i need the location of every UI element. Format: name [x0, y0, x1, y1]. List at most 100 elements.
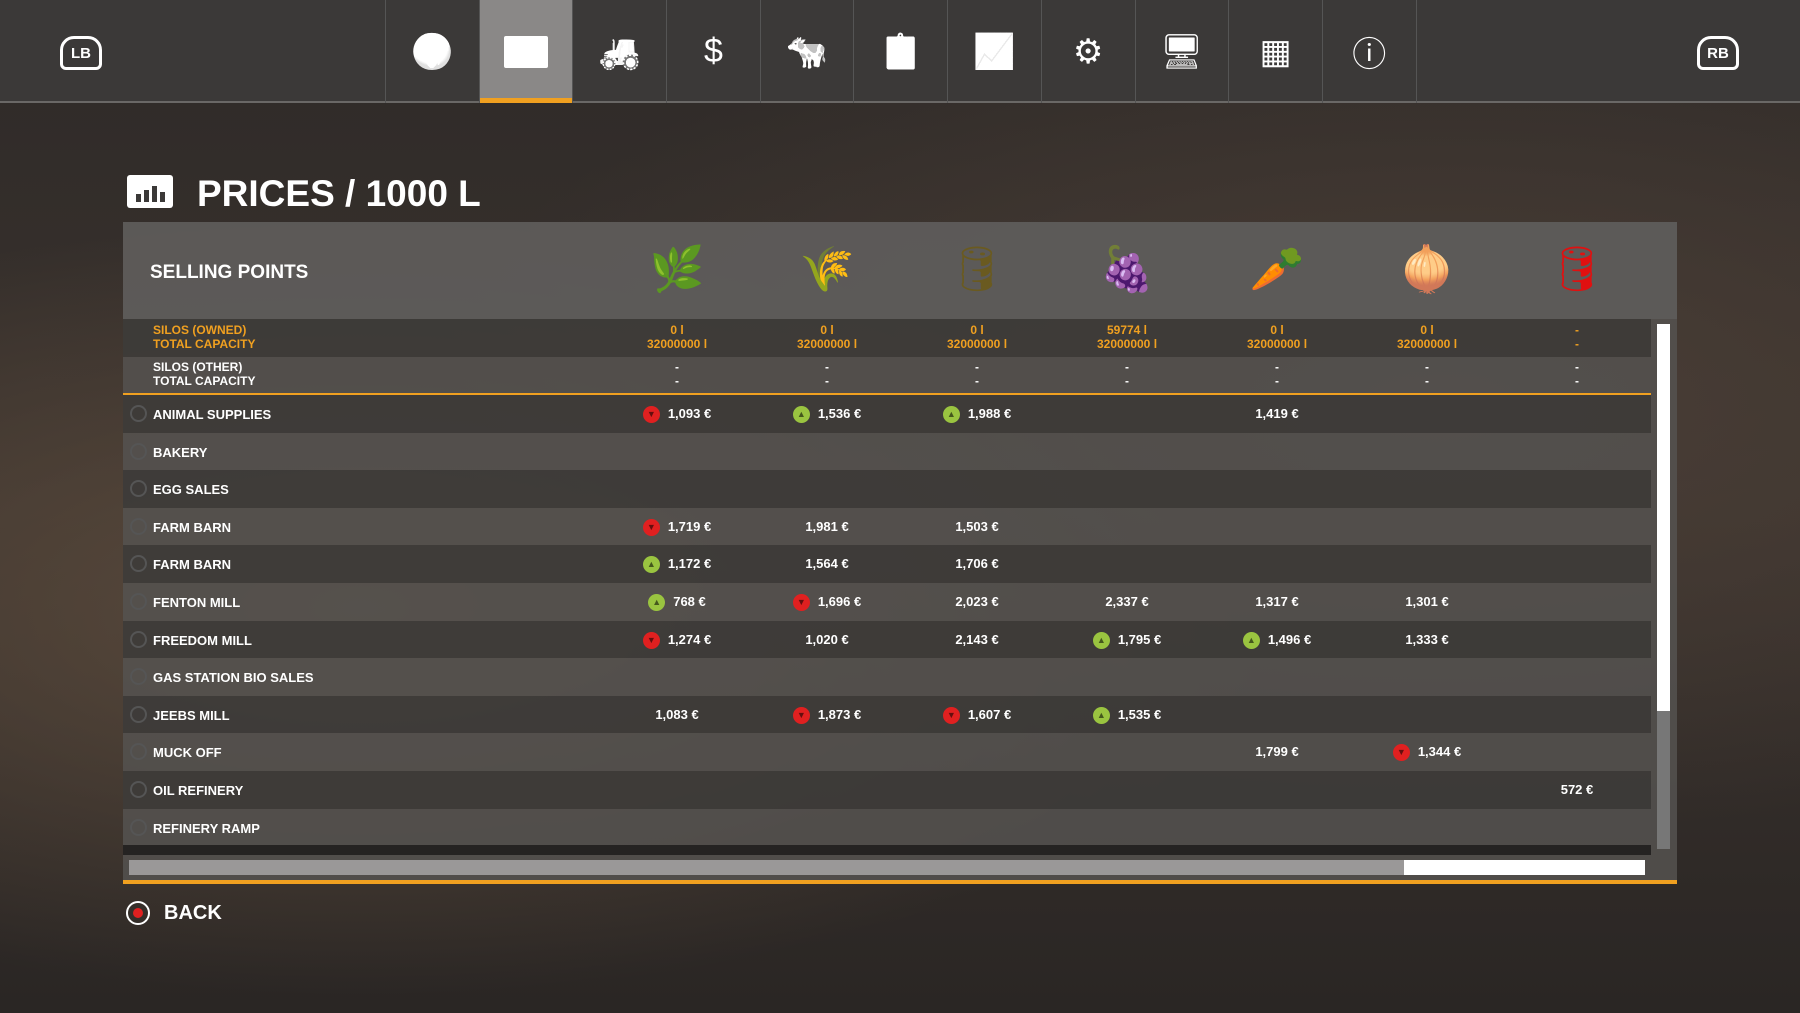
- total-capacity: -: [975, 374, 979, 388]
- price-value: 2,337 €: [1105, 594, 1149, 609]
- price-cell: 1,981 €: [757, 519, 897, 534]
- selling-point-name: FARM BARN: [153, 519, 231, 535]
- selling-point-row[interactable]: MUCK OFF 1,799 € ▼ 1,344 €: [123, 733, 1651, 771]
- selling-point-name: OIL REFINERY: [153, 783, 244, 798]
- fill-level: 0 l: [820, 323, 834, 337]
- price-value: 1,607 €: [967, 706, 1012, 722]
- price-value: 1,083 €: [655, 706, 699, 722]
- tractor-icon: 🚜: [598, 32, 641, 71]
- selling-point-row[interactable]: OIL REFINERY 572 €: [123, 771, 1651, 809]
- top-menu-bar: LB 🌍 🚜 $ 🐄 📋 📈 ⚙ 🖥 ▦ ⓘ RB: [0, 0, 1800, 103]
- selling-point-row[interactable]: FARM BARN ▼ 1,719 € 1,981 € 1,503 €: [123, 508, 1651, 546]
- selling-point-name: EGG SALES: [153, 482, 229, 498]
- price-cell: 2,023 €: [907, 594, 1047, 609]
- fill-level: -: [1575, 323, 1579, 337]
- selling-point-row[interactable]: GAS STATION BIO SALES: [123, 658, 1651, 696]
- price-value: 1,988 €: [967, 406, 1012, 421]
- fill-level: 0 l: [1270, 323, 1284, 337]
- total-capacity: 32000000 l: [1246, 337, 1308, 351]
- vertical-scroll-thumb[interactable]: [1657, 324, 1670, 711]
- silo-cell: --: [1207, 360, 1347, 388]
- silos-other-row: SILOS (OTHER) TOTAL CAPACITY - - - - - - - - - - - - -…: [123, 356, 1651, 394]
- selling-point-row[interactable]: REFINERY RAMP: [123, 809, 1651, 847]
- price-cell: ▲ 1,795 €: [1057, 632, 1197, 649]
- selling-point-row[interactable]: JEEBS MILL 1,083 € ▼ 1,873 € ▼ 1,607 € ▲ 1,535 …: [123, 695, 1651, 734]
- tab-dollar[interactable]: $: [667, 0, 761, 103]
- tab-globe[interactable]: 🌍: [386, 0, 480, 103]
- display-settings-icon: 🖥: [1160, 32, 1204, 71]
- silo-cell: 0 l 32000000 l: [1207, 323, 1347, 351]
- back-button[interactable]: BACK: [126, 901, 222, 925]
- hotspot-icon: [130, 405, 147, 422]
- price-down-icon: ▼: [642, 631, 660, 649]
- total-capacity: -: [1275, 374, 1279, 388]
- silo-label: SILOS (OWNED): [153, 323, 247, 337]
- silo-cell: 59774 l 32000000 l: [1057, 323, 1197, 351]
- lb-bumper-button[interactable]: LB: [60, 36, 102, 70]
- tab-vehicle-settings[interactable]: ⚙: [1042, 0, 1136, 103]
- hotspot-icon: [130, 517, 147, 535]
- selling-point-row[interactable]: FENTON MILL ▲ 768 € ▼ 1,696 € 2,023 € 2,337 € 1…: [123, 583, 1651, 621]
- tab-help-info[interactable]: ⓘ: [1323, 0, 1417, 103]
- silo-cell: 0 l 32000000 l: [1357, 323, 1497, 351]
- tab-display-settings[interactable]: 🖥: [1136, 0, 1230, 103]
- tab-cow[interactable]: 🐄: [761, 0, 855, 103]
- production-icon: ▦: [1259, 32, 1292, 71]
- price-value: 1,274 €: [667, 631, 712, 647]
- selling-point-row[interactable]: FREEDOM MILL ▼ 1,274 € 1,020 € 2,143 € ▲ 1,795…: [123, 620, 1651, 659]
- price-cell: 1,083 €: [607, 707, 747, 722]
- contracts-icon: 📋: [879, 32, 922, 71]
- vertical-scrollbar[interactable]: [1657, 324, 1670, 849]
- price-cell: 2,337 €: [1057, 594, 1197, 609]
- fill-level: -: [1425, 360, 1429, 374]
- price-cell: ▲ 1,172 €: [607, 556, 747, 574]
- hotspot-icon: [130, 555, 147, 573]
- price-value: 768 €: [673, 594, 706, 609]
- total-capacity: 32000000 l: [1096, 337, 1158, 351]
- price-value: 1,873 €: [817, 706, 862, 722]
- horizontal-scrollbar[interactable]: [129, 860, 1645, 875]
- price-cell: ▲ 1,988 €: [907, 406, 1047, 424]
- price-cell: 1,020 €: [757, 632, 897, 647]
- rb-bumper-button[interactable]: RB: [1697, 36, 1739, 70]
- hotspot-icon: [130, 442, 147, 460]
- selling-point-row[interactable]: ANIMAL SUPPLIES ▼ 1,093 € ▲ 1,536 € ▲ 1,988 € 1…: [123, 395, 1651, 433]
- tab-tractor[interactable]: 🚜: [573, 0, 668, 103]
- horizontal-scroll-thumb[interactable]: [1404, 860, 1645, 875]
- row-label: SILOS (OWNED) TOTAL CAPACITY: [153, 323, 255, 351]
- tab-presentation[interactable]: 📈: [948, 0, 1042, 103]
- total-capacity: -: [1125, 374, 1129, 388]
- price-value: 1,535 €: [1117, 706, 1162, 722]
- silo-cell: 0 l 32000000 l: [907, 323, 1047, 351]
- price-down-icon: ▼: [642, 406, 660, 424]
- price-cell: ▼ 1,719 €: [607, 519, 747, 536]
- selling-point-name: BAKERY: [153, 444, 208, 460]
- price-cell: ▲ 1,535 €: [1057, 707, 1197, 724]
- row-label: SILOS (OTHER) TOTAL CAPACITY: [153, 360, 255, 388]
- tab-chart[interactable]: [479, 0, 574, 103]
- price-cell: 1,799 €: [1207, 744, 1347, 759]
- price-value: 1,301 €: [1405, 594, 1449, 609]
- silos-owned-row: SILOS (OWNED) TOTAL CAPACITY 0 l 32000000 l…: [123, 319, 1651, 357]
- silo-cell: --: [907, 360, 1047, 388]
- selling-point-row[interactable]: FARM BARN ▲ 1,172 € 1,564 € 1,706 €: [123, 545, 1651, 583]
- page-title: PRICES / 1000 L: [197, 173, 481, 214]
- silo-cell: --: [1057, 360, 1197, 388]
- total-capacity: 32000000 l: [796, 337, 858, 351]
- selling-point-row[interactable]: BAKERY: [123, 433, 1651, 471]
- total-capacity: -: [675, 374, 679, 388]
- selling-point-name: FARM BARN: [153, 557, 231, 573]
- fuel-barrel-icon: 🛢: [1549, 245, 1605, 294]
- tab-contracts[interactable]: 📋: [854, 0, 949, 103]
- total-capacity: 32000000 l: [1396, 337, 1458, 351]
- capacity-label: TOTAL CAPACITY: [153, 337, 256, 351]
- hotspot-icon: [130, 630, 147, 648]
- price-value: 1,503 €: [955, 518, 999, 534]
- prices-chart-icon: [127, 175, 173, 208]
- price-value: 1,719 €: [667, 518, 712, 534]
- silo-cell: 0 l 32000000 l: [607, 323, 747, 351]
- price-up-icon: ▲: [648, 594, 666, 612]
- tab-production[interactable]: ▦: [1229, 0, 1323, 103]
- fill-level: -: [1275, 360, 1279, 374]
- selling-point-row[interactable]: EGG SALES: [123, 470, 1651, 508]
